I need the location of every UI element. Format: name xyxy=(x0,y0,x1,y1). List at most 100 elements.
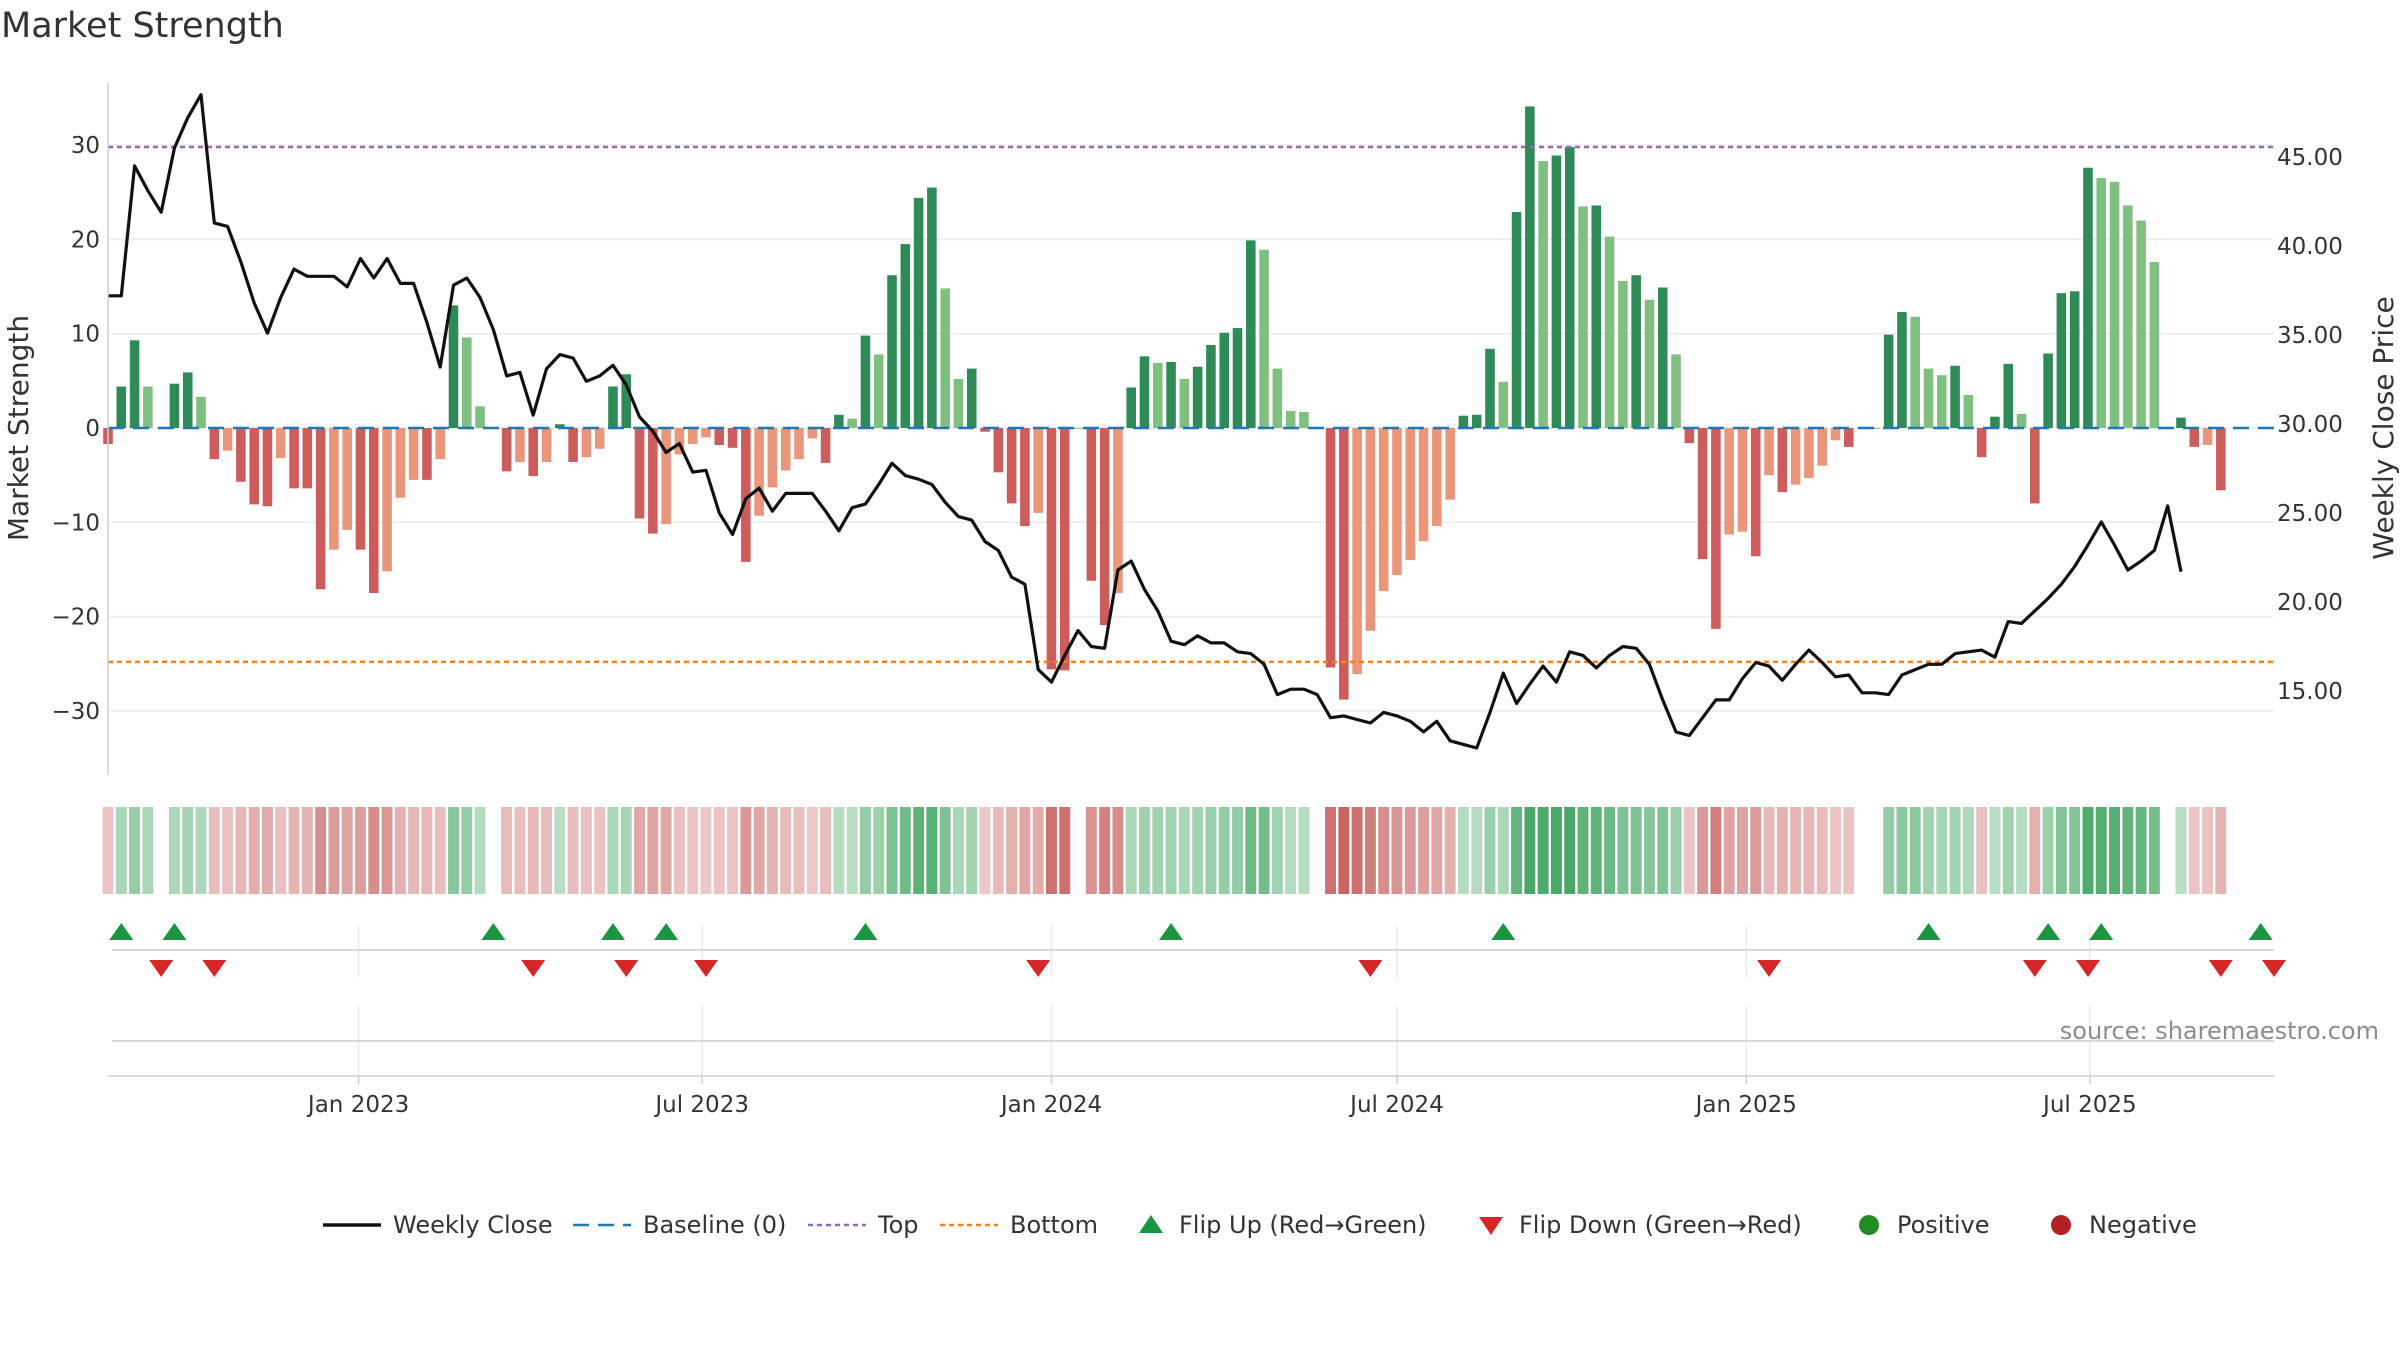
strip-cell xyxy=(1298,807,1310,894)
strength-bar xyxy=(873,354,884,428)
strength-bar xyxy=(555,424,565,428)
y2-tick-label: 40.00 xyxy=(2277,234,2343,260)
strip-cell xyxy=(1816,807,1828,894)
strength-bar xyxy=(1352,428,1362,675)
strength-bar xyxy=(1272,368,1283,428)
strip-cell xyxy=(554,807,566,894)
strength-bar xyxy=(927,187,937,428)
strength-bar xyxy=(1804,428,1814,478)
flip-up-marker xyxy=(1916,923,1941,940)
strength-bar xyxy=(581,428,592,458)
strip-cell xyxy=(1577,807,1589,894)
strip-cell xyxy=(394,807,406,894)
strip-cell xyxy=(1896,807,1908,894)
strip-cell xyxy=(2082,807,2094,894)
strip-cell xyxy=(1643,807,1655,894)
strength-bar xyxy=(2149,262,2160,428)
strip-cell xyxy=(1723,807,1735,894)
strip-cell xyxy=(1112,807,1124,894)
strip-cell xyxy=(1670,807,1682,894)
strength-bar xyxy=(1192,366,1203,428)
strip-cell xyxy=(939,807,951,894)
strength-bar xyxy=(2136,220,2146,428)
strip-cell xyxy=(1883,807,1895,894)
strip-cell xyxy=(328,807,340,894)
strength-bar xyxy=(1246,240,1256,428)
strength-bar xyxy=(129,340,140,428)
strength-bar xyxy=(275,428,286,459)
strength-bar xyxy=(1059,428,1070,671)
weekly-close-series xyxy=(108,93,2183,750)
strength-bar xyxy=(1139,356,1150,428)
strength-bar xyxy=(2056,293,2067,428)
strip-cell xyxy=(992,807,1004,894)
strength-bar xyxy=(608,386,618,428)
legend-item: Bottom xyxy=(940,1211,1098,1239)
strip-cell xyxy=(740,807,752,894)
strength-bar xyxy=(1564,146,1575,428)
strip-cell xyxy=(833,807,845,894)
strength-bar xyxy=(794,428,804,460)
reference-lines xyxy=(108,145,2274,664)
strength-bar xyxy=(1498,381,1509,428)
strip-cell xyxy=(1205,807,1217,894)
flip-down-marker xyxy=(149,960,174,977)
strength-bar xyxy=(302,428,313,489)
strip-cell xyxy=(2215,807,2227,894)
strength-bar xyxy=(1790,428,1801,485)
y-tick-label: −30 xyxy=(51,699,100,725)
strip-cell xyxy=(1338,807,1350,894)
y-tick-label: 0 xyxy=(85,416,100,442)
strip-cell xyxy=(1484,807,1496,894)
legend-item: Weekly Close xyxy=(323,1211,553,1239)
strip-cell xyxy=(953,807,964,894)
strip-cell xyxy=(434,807,446,894)
y2-tick-label: 45.00 xyxy=(2277,145,2343,171)
strip-cell xyxy=(673,807,685,894)
y-axis-title: Market Strength xyxy=(2,315,35,541)
strip-cell xyxy=(1099,807,1111,894)
strength-bar xyxy=(1458,415,1469,428)
strip-cell xyxy=(660,807,672,894)
strength-bar xyxy=(1843,428,1854,447)
strip-cell xyxy=(2029,807,2041,894)
strength-bar xyxy=(767,428,778,488)
strength-bar xyxy=(448,305,459,428)
strip-cell xyxy=(1046,807,1057,894)
strip-cell xyxy=(1524,807,1536,894)
strip-cell xyxy=(580,807,592,894)
strip-cell xyxy=(1790,807,1802,894)
strip-cell xyxy=(248,807,260,894)
strength-bar xyxy=(714,428,725,445)
strip-cell xyxy=(1936,807,1948,894)
strip-cell xyxy=(1550,807,1562,894)
strength-bar xyxy=(1378,428,1389,592)
strip-cell xyxy=(195,807,207,894)
y2-tick-label: 35.00 xyxy=(2277,323,2343,349)
strength-bar xyxy=(1937,375,1947,428)
strip-cell xyxy=(1776,807,1788,894)
strength-bar xyxy=(727,428,738,448)
strength-bar xyxy=(1777,428,1788,493)
strip-cell xyxy=(2135,807,2147,894)
strength-bar xyxy=(701,428,711,438)
flip-up-marker xyxy=(853,923,878,940)
strength-bar xyxy=(1551,155,1562,428)
strength-bar xyxy=(262,428,273,507)
strip-cell xyxy=(527,807,539,894)
flip-up-marker xyxy=(2089,923,2114,940)
strip-cell xyxy=(1949,807,1961,894)
strength-bar xyxy=(249,428,259,505)
strip-cell xyxy=(1245,807,1257,894)
strength-bar xyxy=(1697,428,1708,560)
strip-cell xyxy=(1232,807,1243,894)
flip-markers xyxy=(109,923,2286,977)
strip-cell xyxy=(288,807,300,894)
strip-cell xyxy=(315,807,327,894)
strength-bar xyxy=(2069,291,2080,428)
strip-cell xyxy=(1325,807,1336,894)
strip-cell xyxy=(2095,807,2107,894)
strip-cell xyxy=(1630,807,1642,894)
strength-bar xyxy=(236,428,246,482)
